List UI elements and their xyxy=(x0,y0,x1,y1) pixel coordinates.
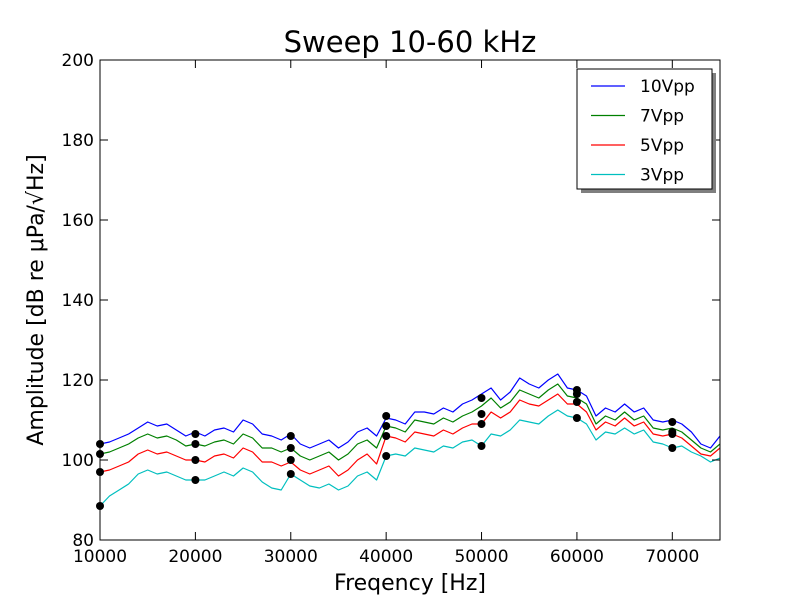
y-tick-label: 200 xyxy=(62,51,94,71)
x-tick-label: 30000 xyxy=(264,547,318,567)
marker-point xyxy=(668,430,677,438)
legend-label-10vpp: 10Vpp xyxy=(640,77,695,97)
marker-point xyxy=(382,432,391,440)
x-tick-label: 70000 xyxy=(645,547,699,567)
marker-point xyxy=(477,410,486,418)
marker-point xyxy=(286,432,295,440)
marker-point xyxy=(382,422,391,430)
x-tick-label: 40000 xyxy=(359,547,413,567)
y-axis: 80 100 120 140 160 180 200 xyxy=(62,51,720,551)
marker-point xyxy=(286,444,295,452)
y-tick-label: 160 xyxy=(62,211,94,231)
legend-box xyxy=(576,68,713,190)
y-tick-label: 120 xyxy=(62,371,94,391)
legend-label-5vpp: 5Vpp xyxy=(640,136,684,156)
legend: 10Vpp 7Vpp 5Vpp 3Vpp xyxy=(576,68,716,193)
marker-point xyxy=(286,470,295,478)
marker-layer xyxy=(96,386,677,510)
x-axis-label: Freqency [Hz] xyxy=(334,571,486,596)
marker-point xyxy=(477,442,486,450)
marker-point xyxy=(477,394,486,402)
series-line-5vpp xyxy=(100,393,720,477)
x-axis: 10000 20000 30000 40000 50000 60000 70000 xyxy=(73,60,699,567)
series-line-7vpp xyxy=(100,383,720,461)
y-tick-label: 180 xyxy=(62,131,94,151)
marker-point xyxy=(572,414,581,422)
y-axis-label: Amplitude [dB re μPa/√Hz] xyxy=(24,154,49,445)
y-tick-label: 100 xyxy=(62,451,94,471)
marker-point xyxy=(572,398,581,406)
marker-point xyxy=(668,418,677,426)
y-tick-label: 80 xyxy=(72,531,94,551)
marker-point xyxy=(191,440,200,448)
series-line-3vpp xyxy=(100,409,720,507)
x-tick-label: 20000 xyxy=(168,547,222,567)
marker-point xyxy=(382,452,391,460)
marker-point xyxy=(191,476,200,484)
y-tick-label: 140 xyxy=(62,291,94,311)
x-tick-label: 60000 xyxy=(550,547,604,567)
marker-point xyxy=(191,430,200,438)
chart-title: Sweep 10-60 kHz xyxy=(284,25,537,59)
series-line-10vpp xyxy=(100,373,720,449)
x-tick-label: 50000 xyxy=(454,547,508,567)
marker-point xyxy=(286,456,295,464)
marker-point xyxy=(668,444,677,452)
marker-point xyxy=(477,420,486,428)
x-tick-label: 10000 xyxy=(73,547,127,567)
marker-point xyxy=(572,390,581,398)
legend-label-3vpp: 3Vpp xyxy=(640,166,684,186)
marker-point xyxy=(191,456,200,464)
series-layer xyxy=(100,373,720,507)
marker-point xyxy=(382,412,391,420)
legend-label-7vpp: 7Vpp xyxy=(640,107,684,127)
